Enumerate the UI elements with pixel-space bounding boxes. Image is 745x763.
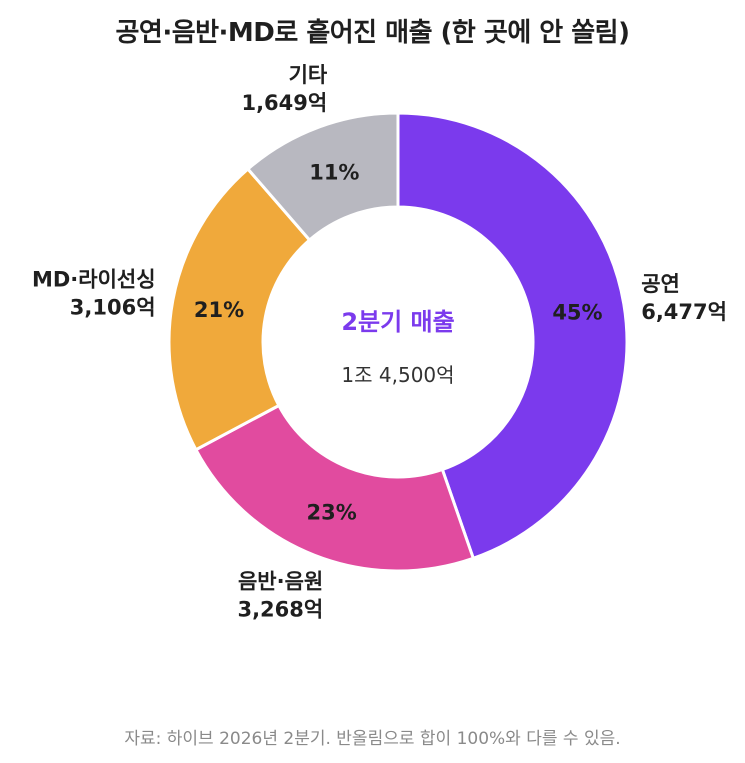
slice-2: [167, 166, 312, 452]
slice-value-label: 3,268억: [237, 597, 323, 621]
slice-3: [245, 111, 400, 243]
slice-percent-label: 45%: [552, 301, 602, 325]
slice-1: [193, 403, 476, 573]
slice-value-label: 3,106억: [70, 296, 156, 320]
slice-percent-label: 21%: [194, 298, 244, 322]
chart-title: 공연·음반·MD로 흩어진 매출 (한 곳에 안 쏠림): [115, 18, 630, 48]
slice-name-label: MD·라이선싱: [32, 268, 156, 292]
source-note: 자료: 하이브 2026년 2분기. 반올림으로 합이 100%와 다를 수 있…: [124, 729, 621, 749]
labels-group: 45% 공연 6,477억 23% 음반·음원 3,268억 21% MD·라이선싱 3,106…: [32, 63, 727, 621]
slice-value-label: 1,649억: [241, 91, 327, 115]
center-label: 2분기 매출: [341, 308, 454, 336]
slice-name-label: 음반·음원: [238, 569, 323, 593]
slice-percent-label: 11%: [309, 160, 359, 184]
slice-percent-label: 23%: [307, 500, 357, 524]
slice-name-label: 기타: [289, 63, 328, 87]
center-value: 1조 4,500억: [341, 363, 454, 387]
slice-0: [396, 111, 629, 561]
donut-chart: 45% 공연 6,477억 23% 음반·음원 3,268억 21% MD·라이선싱 3,106…: [32, 63, 727, 621]
slice-name-label: 공연: [641, 272, 680, 296]
slice-value-label: 6,477억: [641, 300, 727, 324]
slices-group: [167, 111, 629, 573]
